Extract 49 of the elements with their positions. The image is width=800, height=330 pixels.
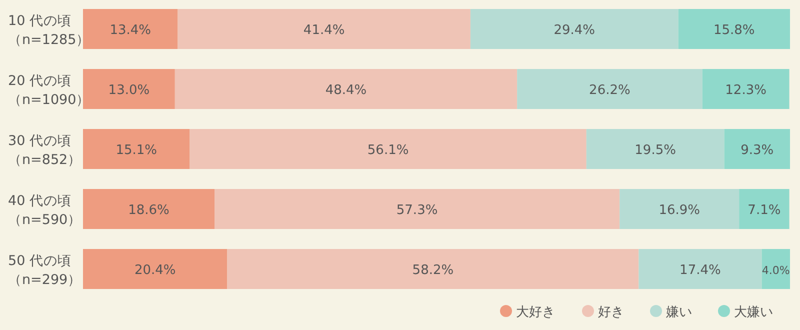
data-label: 13.0% (108, 83, 150, 98)
data-label: 13.4% (110, 23, 152, 38)
bar (586, 129, 724, 169)
data-label: 20.4% (134, 263, 176, 278)
bar (620, 189, 740, 229)
data-label: 41.4% (303, 23, 345, 38)
bar (724, 129, 790, 169)
data-label: 18.6% (128, 203, 170, 218)
data-label: 56.1% (367, 143, 409, 158)
data-label: 58.2% (412, 263, 454, 278)
data-label: 26.2% (589, 83, 630, 98)
y-tick-label: 40 代の頃（n=590） (8, 193, 82, 228)
bar (190, 129, 586, 169)
legend-label: 大好き (516, 305, 555, 320)
data-label: 15.1% (116, 143, 158, 158)
y-tick-label: 50 代の頃（n=299） (8, 253, 82, 288)
data-label: 29.4% (554, 23, 596, 38)
data-label: 48.4% (325, 83, 367, 98)
data-label: 15.8% (713, 23, 755, 38)
data-label: 12.3% (725, 83, 766, 98)
bar (174, 69, 518, 109)
bar (739, 189, 790, 229)
bar (83, 9, 178, 49)
bar (678, 9, 790, 49)
bar (762, 249, 790, 289)
bar (517, 69, 702, 109)
bar (83, 249, 228, 289)
bar (83, 69, 175, 109)
data-label: 19.5% (634, 143, 676, 158)
y-tick-label: 10 代の頃（n=1285） (8, 13, 90, 48)
legend-label: 大嫌い (734, 305, 773, 320)
data-label: 17.4% (680, 263, 721, 278)
y-tick-label: 20 代の頃（n=1090） (8, 73, 90, 108)
data-label: 7.1% (748, 203, 781, 218)
bar (470, 9, 678, 49)
bar (83, 189, 214, 229)
bar (214, 189, 620, 229)
bar (178, 9, 470, 49)
data-label: 57.3% (396, 203, 438, 218)
bar (702, 69, 790, 109)
legend-label: 嫌い (666, 305, 692, 320)
y-tick-label: 30 代の頃（n=852） (8, 133, 82, 168)
data-label: 9.3% (740, 143, 774, 158)
data-label: 16.9% (658, 203, 700, 218)
bar (83, 129, 190, 169)
bar (227, 249, 639, 289)
legend-label: 好き (598, 305, 624, 320)
data-label: 4.0% (762, 264, 790, 277)
bar (638, 249, 762, 289)
